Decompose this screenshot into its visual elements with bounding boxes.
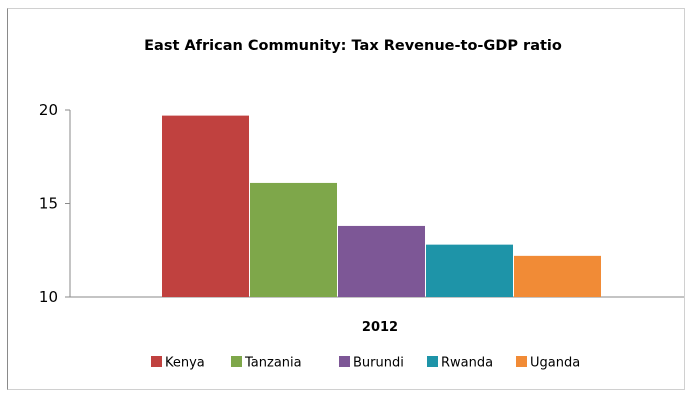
- bar-kenya: [162, 115, 249, 297]
- y-tick-label: 10: [39, 288, 58, 306]
- chart-title: East African Community: Tax Revenue-to-G…: [144, 38, 562, 54]
- legend-swatch-kenya: [151, 356, 162, 367]
- y-tick-label: 15: [39, 195, 58, 213]
- y-tick-label: 20: [39, 101, 58, 119]
- bar-rwanda: [426, 244, 513, 297]
- x-category-label: 2012: [362, 320, 398, 335]
- bar-uganda: [514, 255, 601, 297]
- bar-burundi: [338, 225, 425, 297]
- chart-frame: [7, 8, 685, 390]
- legend-label-tanzania: Tanzania: [244, 356, 302, 371]
- legend-label-rwanda: Rwanda: [441, 356, 493, 371]
- legend-label-burundi: Burundi: [353, 356, 404, 371]
- legend-swatch-burundi: [339, 356, 350, 367]
- legend-label-kenya: Kenya: [165, 356, 205, 371]
- legend-swatch-tanzania: [231, 356, 242, 367]
- legend-label-uganda: Uganda: [530, 356, 580, 371]
- legend: Kenya Tanzania Burundi Rwanda Uganda: [151, 356, 580, 371]
- legend-swatch-uganda: [516, 356, 527, 367]
- legend-swatch-rwanda: [427, 356, 438, 367]
- bar-tanzania: [250, 182, 337, 297]
